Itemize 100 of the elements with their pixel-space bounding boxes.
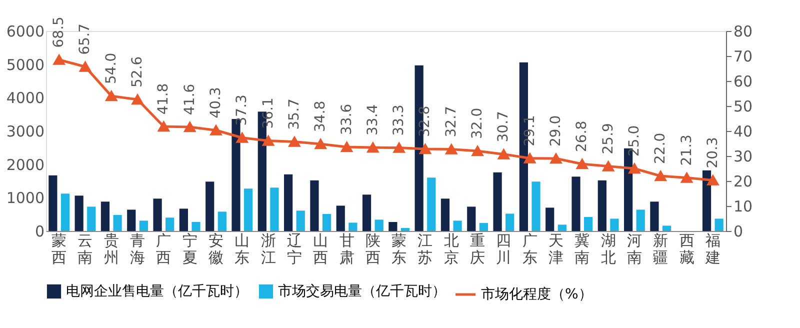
x-tick-label: 青海 xyxy=(130,232,146,266)
bar xyxy=(388,222,398,231)
y-tick-label: 3000 xyxy=(6,122,44,140)
bar xyxy=(650,202,659,231)
y-tick-label: 5000 xyxy=(6,56,44,74)
y2-tick-label: 40 xyxy=(734,122,753,140)
x-tick-label: 山东 xyxy=(234,232,250,266)
x-tick-label: 安徽 xyxy=(208,232,224,266)
point xyxy=(576,158,588,170)
x-tick-label: 四川 xyxy=(496,232,512,266)
x-tick-label: 贵州 xyxy=(104,232,119,266)
point xyxy=(106,90,118,102)
x-tick-label: 重庆 xyxy=(470,232,486,266)
data-label: 33.3 xyxy=(391,104,408,136)
bar xyxy=(166,218,174,231)
x-tick-label: 云南 xyxy=(78,232,93,266)
bar xyxy=(546,208,554,231)
x-tick-label: 湖北 xyxy=(600,232,616,266)
point xyxy=(498,149,510,160)
data-label: 41.8 xyxy=(156,83,172,114)
point xyxy=(419,144,431,154)
point xyxy=(288,136,300,147)
point xyxy=(210,125,222,136)
data-label: 33.4 xyxy=(364,104,381,136)
x-tick-label: 浙江 xyxy=(260,232,276,266)
point xyxy=(472,146,484,156)
point xyxy=(158,121,170,132)
point xyxy=(367,142,379,153)
legend-label: 市场化程度（%） xyxy=(481,286,592,302)
bar xyxy=(598,180,606,231)
point xyxy=(184,122,196,132)
bar xyxy=(374,220,384,231)
bar xyxy=(296,210,305,231)
bar xyxy=(467,206,476,231)
data-label: 29.1 xyxy=(522,115,538,146)
bar xyxy=(322,214,332,231)
data-label: 32.8 xyxy=(417,106,434,137)
point xyxy=(79,62,91,72)
data-label: 54.0 xyxy=(103,52,120,84)
bar xyxy=(493,172,502,231)
bar xyxy=(572,176,580,231)
data-label: 21.3 xyxy=(678,134,695,166)
x-tick-label: 天津 xyxy=(548,232,564,266)
x-tick-label: 江苏 xyxy=(418,232,433,266)
x-tick-label: 宁夏 xyxy=(182,232,198,266)
point xyxy=(446,144,458,154)
bar xyxy=(336,206,345,231)
data-label: 22.0 xyxy=(652,132,669,164)
point xyxy=(53,54,65,65)
x-tick-label: 福建 xyxy=(704,232,720,266)
data-label: 41.6 xyxy=(182,84,198,115)
x-tick-label: 辽宁 xyxy=(286,232,302,266)
bar xyxy=(284,174,293,231)
bar xyxy=(270,188,279,231)
bar xyxy=(400,228,410,231)
bar xyxy=(348,222,358,231)
y2-tick-label: 70 xyxy=(734,48,753,66)
point xyxy=(341,142,353,152)
bar xyxy=(179,208,188,231)
bar xyxy=(218,212,226,231)
data-label: 30.7 xyxy=(496,111,512,142)
x-tick-label: 冀南 xyxy=(574,232,590,266)
y2-tick-label: 30 xyxy=(734,148,753,166)
point xyxy=(132,94,144,105)
point xyxy=(550,153,562,164)
bar xyxy=(244,188,253,231)
legend-label: 电网企业售电量（亿千瓦时） xyxy=(66,283,248,300)
point xyxy=(393,142,405,153)
data-label: 36.1 xyxy=(260,98,276,129)
y-tick-label: 2000 xyxy=(6,156,44,174)
y2-tick-label: 10 xyxy=(734,198,753,216)
data-label: 25.0 xyxy=(626,125,642,156)
x-tick-label: 广东 xyxy=(522,232,538,266)
x-tick-label: 蒙西 xyxy=(52,232,67,266)
y2-tick-label: 50 xyxy=(734,98,753,116)
data-label: 20.3 xyxy=(704,137,721,168)
bar xyxy=(702,170,712,231)
x-tick-label: 甘肃 xyxy=(339,232,354,266)
data-label: 65.7 xyxy=(77,24,94,55)
y-tick-label: 0 xyxy=(34,222,44,240)
y2-tick-label: 80 xyxy=(734,22,753,40)
data-label: 35.7 xyxy=(286,98,302,130)
bar xyxy=(100,202,110,231)
y-tick-label: 4000 xyxy=(6,89,44,108)
x-tick-label: 新疆 xyxy=(653,232,668,266)
y2-tick-label: 0 xyxy=(734,222,744,240)
x-tick-label: 陕西 xyxy=(365,232,380,266)
bar xyxy=(714,218,724,231)
bar xyxy=(74,196,84,231)
x-tick-label: 河南 xyxy=(626,232,642,266)
bar xyxy=(662,226,672,231)
point xyxy=(602,161,614,172)
y-tick-label: 1000 xyxy=(6,189,44,208)
point xyxy=(707,175,719,186)
bar xyxy=(479,223,488,231)
bar xyxy=(48,175,58,231)
bar xyxy=(610,218,619,231)
x-tick-label: 山西 xyxy=(313,232,328,266)
bar xyxy=(139,220,148,231)
point xyxy=(654,170,666,182)
